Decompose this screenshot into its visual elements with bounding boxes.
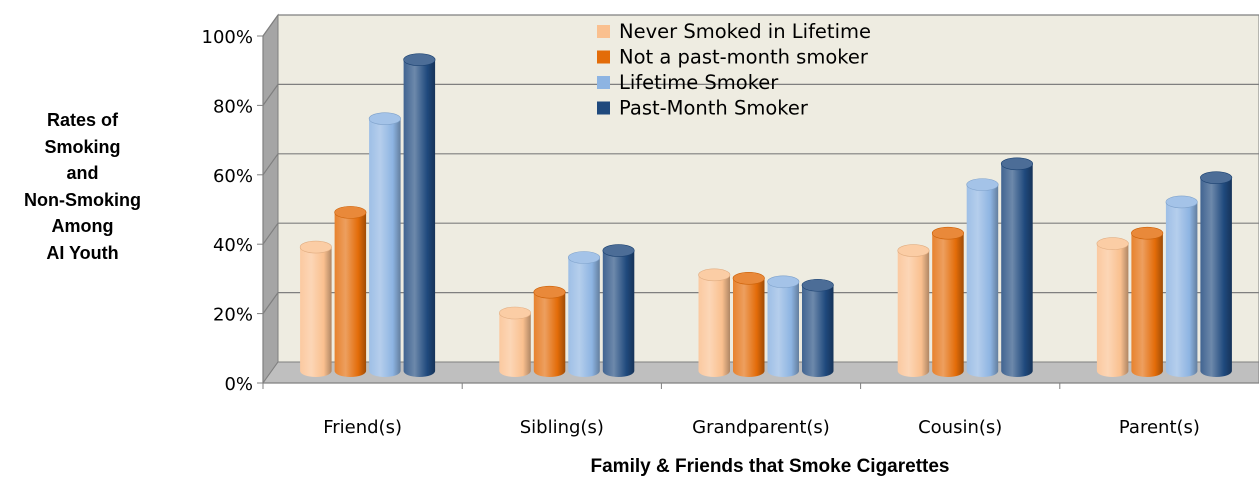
bar-top xyxy=(334,206,367,219)
x-tick-label: Grandparent(s) xyxy=(692,417,830,438)
side-wall xyxy=(262,13,279,385)
bar-top xyxy=(498,306,532,320)
y-axis-label-line: Smoking xyxy=(44,136,121,157)
bar-top xyxy=(567,251,601,264)
y-axis-label-line: Among xyxy=(51,216,114,236)
bar-top xyxy=(1165,195,1198,209)
y-tick-label: 80% xyxy=(213,96,253,117)
bar xyxy=(897,244,930,377)
y-tick-label: 60% xyxy=(213,166,253,187)
bar xyxy=(931,226,965,377)
legend-swatch xyxy=(597,101,610,115)
bar xyxy=(533,285,566,377)
y-axis-label-line: Non-Smoking xyxy=(24,189,141,210)
bar xyxy=(767,275,800,377)
bar-top xyxy=(732,272,765,285)
bar xyxy=(1096,237,1129,377)
bar-top xyxy=(698,268,731,282)
bar-body xyxy=(533,292,566,377)
bar xyxy=(498,306,532,377)
bar-body xyxy=(568,257,600,377)
bar-top xyxy=(403,53,436,67)
bar xyxy=(1200,171,1233,377)
gridline-side xyxy=(262,153,279,176)
legend-label: Lifetime Smoker xyxy=(619,71,779,94)
x-axis-label: Family & Friends that Smoke Cigarettes xyxy=(590,456,950,477)
bar xyxy=(602,244,635,377)
bar-top xyxy=(368,112,401,125)
bar-body xyxy=(403,59,436,377)
bar-body xyxy=(369,118,401,377)
bar xyxy=(1000,157,1034,377)
bar-body xyxy=(499,313,531,377)
bar xyxy=(966,178,999,377)
bar-body xyxy=(602,250,635,377)
bar-body xyxy=(966,184,999,377)
bar xyxy=(567,251,601,377)
y-axis-label-line: AI Youth xyxy=(46,242,119,263)
bar xyxy=(368,112,401,377)
bar-top xyxy=(299,240,332,254)
bar-body xyxy=(1096,243,1129,377)
bar xyxy=(801,278,834,377)
bar xyxy=(403,53,436,377)
bar xyxy=(732,272,765,377)
bar xyxy=(334,206,367,377)
bar-top xyxy=(1131,226,1164,240)
gridline-side xyxy=(262,292,279,314)
y-tick-label: 20% xyxy=(213,305,253,326)
bar xyxy=(1165,195,1198,377)
y-tick-label: 40% xyxy=(213,235,253,256)
bar-body xyxy=(1200,177,1232,377)
legend-label: Not a past-month smoker xyxy=(619,46,869,69)
x-tick-label: Parent(s) xyxy=(1119,417,1200,438)
bar-body xyxy=(1001,163,1033,377)
bar-body xyxy=(897,250,930,377)
bar-body xyxy=(932,233,964,377)
bar-top xyxy=(533,285,566,299)
x-tick-label: Cousin(s) xyxy=(918,417,1002,438)
gridline-side xyxy=(262,14,279,37)
bar-body xyxy=(334,212,367,377)
bar-top xyxy=(1000,157,1034,171)
y-axis-label-line: and xyxy=(66,163,99,183)
legend-label: Never Smoked in Lifetime xyxy=(619,20,871,43)
bar-top xyxy=(931,226,965,240)
y-axis-label-line: Rates of xyxy=(46,110,118,130)
bar-body xyxy=(300,247,332,377)
bar-top xyxy=(966,178,999,191)
bar-body xyxy=(733,278,765,377)
x-tick-label: Friend(s) xyxy=(323,417,402,438)
bar xyxy=(698,268,731,377)
bar-top xyxy=(897,244,930,257)
y-tick-label: 100% xyxy=(202,27,253,48)
legend-swatch xyxy=(597,76,610,89)
bar-top xyxy=(602,244,635,257)
bar-body xyxy=(698,274,730,377)
gridline-side xyxy=(262,84,279,106)
y-tick-label: 0% xyxy=(224,374,253,395)
bar-body xyxy=(767,281,799,377)
bar-top xyxy=(1096,237,1129,250)
bar xyxy=(1131,226,1164,377)
legend-label: Past-Month Smoker xyxy=(619,97,809,120)
y-axis-label: Rates of Smoking and Non-Smoking Among AI You… xyxy=(0,107,165,266)
bar xyxy=(299,240,332,377)
x-tick-label: Sibling(s) xyxy=(520,417,604,438)
bar-body xyxy=(802,285,834,377)
legend-swatch xyxy=(597,25,610,38)
bar-top xyxy=(767,275,800,289)
legend-swatch xyxy=(597,50,610,64)
bar-top xyxy=(801,278,834,292)
bar-body xyxy=(1165,201,1198,377)
bar-body xyxy=(1131,233,1163,377)
bar-top xyxy=(1200,171,1233,184)
gridline-side xyxy=(262,222,279,245)
